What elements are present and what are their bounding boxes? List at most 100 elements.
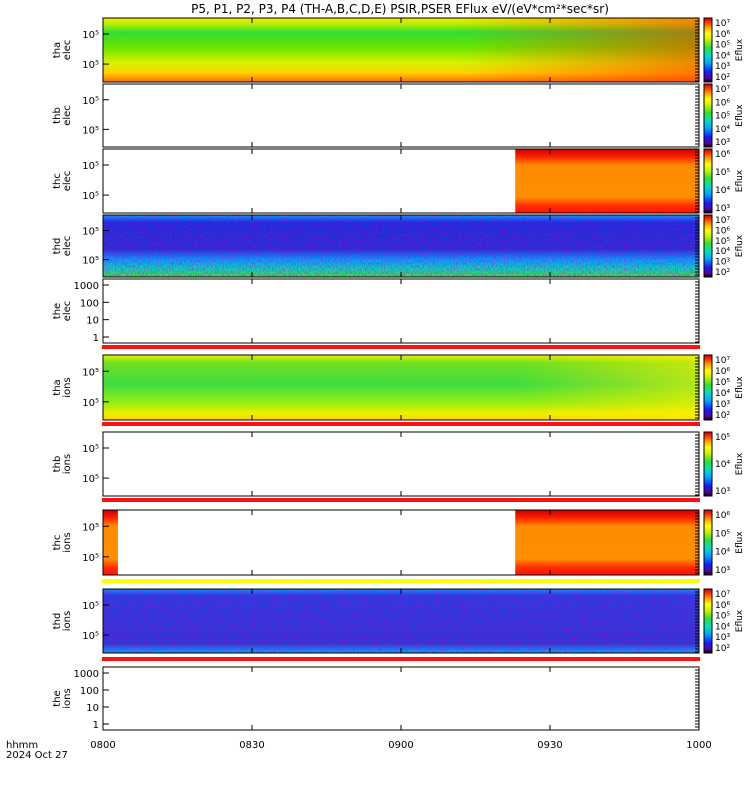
colorbar-frame — [703, 431, 713, 497]
y-tick-label: 10⁵ — [82, 631, 99, 642]
panel-ylabel-tha-elec: tha — [52, 42, 63, 58]
colorbar-label: Eflux — [735, 609, 745, 632]
colorbar-tick-label: 10⁵ — [715, 237, 730, 247]
panel-ylabel-the-ions: the — [52, 690, 63, 706]
colorbar-tick-label: 10⁷ — [715, 19, 730, 29]
colorbar-tick-label: 10³ — [715, 400, 730, 410]
panel-frame-the-elec — [102, 278, 700, 344]
separator-bar-3 — [102, 579, 700, 583]
x-tick-0: 0800 — [90, 740, 115, 751]
colorbar-thb-ions — [704, 432, 712, 496]
panel-ylabel-thb-ions: ions — [62, 454, 73, 474]
colorbar-tick-label: 10⁷ — [715, 216, 730, 226]
x-axis: 0800 0830 0900 0930 1000 hhmm 2024 Oct 2… — [6, 740, 712, 761]
colorbar-tick-label: 10⁶ — [715, 511, 730, 521]
colorbar-tick-label: 10² — [715, 644, 730, 654]
y-tick-label: 10⁵ — [82, 60, 99, 71]
colorbar-tick-label: 10² — [715, 268, 730, 278]
spectrogram-shade-tha-ions — [103, 355, 699, 420]
colorbar-frame — [703, 214, 713, 278]
colorbar-thc-ions — [704, 510, 712, 575]
colorbar-thd-ions — [704, 589, 712, 653]
y-tick-label: 10⁵ — [82, 30, 99, 41]
y-tick-label: 100 — [80, 686, 99, 697]
colorbar-frame — [703, 509, 713, 576]
panel-frame-the-ions — [102, 666, 700, 731]
colorbar-tick-label: 10⁶ — [715, 30, 730, 40]
colorbar-label: Eflux — [735, 169, 745, 192]
colorbar-thd-elec — [704, 215, 712, 277]
y-tick-label: 10⁵ — [82, 125, 99, 136]
colorbar-frame — [703, 17, 713, 83]
panel-ylabel-tha-ions: tha — [52, 379, 63, 395]
colorbar-tick-label: 10⁵ — [715, 378, 730, 388]
panel-ylabel-thd-ions: thd — [52, 613, 63, 630]
y-tick-label: 1 — [93, 333, 99, 344]
panel-thc-elec: 10⁵ 10⁵ thc elec 10⁶ 10⁵ 10⁴ 10³ Eflux — [52, 148, 745, 214]
colorbar-tick-label: 10⁷ — [715, 85, 730, 95]
figure-title: P5, P1, P2, P3, P4 (TH-A,B,C,D,E) PSIR,P… — [191, 2, 609, 16]
panel-the-ions: 1000 100 10 1 the ions — [52, 666, 700, 731]
colorbar-tick-label: 10⁵ — [715, 168, 730, 178]
colorbar-tick-label: 10³ — [715, 633, 730, 643]
colorbar-label: Eflux — [735, 531, 745, 554]
separator-bar-0 — [102, 345, 700, 349]
panel-ylabel-thc-elec: thc — [52, 173, 63, 189]
y-tick-label: 10⁵ — [82, 522, 99, 533]
panel-ylabel-thd-elec: thd — [52, 238, 63, 255]
panel-ylabel-the-elec: the — [52, 303, 63, 319]
panel-thb-elec: 10⁵ 10⁵ thb elec 10⁷ 10⁶ 10⁵ 10⁴ 10³ Eflux — [52, 83, 745, 148]
panel-ylabel-the-ions: ions — [62, 688, 73, 708]
colorbar-tick-label: 10⁷ — [715, 356, 730, 366]
y-tick-label: 10⁵ — [82, 444, 99, 455]
y-tick-label: 10⁵ — [82, 161, 99, 172]
panel-the-elec: 1000 100 10 1 the elec — [52, 278, 700, 344]
colorbar-tick-label: 10⁴ — [715, 125, 730, 135]
x-tick-4: 1000 — [686, 740, 711, 751]
colorbar-tick-label: 10⁴ — [715, 460, 730, 470]
colorbar-tick-label: 10³ — [715, 138, 730, 148]
colorbar-tick-label: 10² — [715, 411, 730, 421]
y-tick-label: 1 — [93, 720, 99, 731]
x-tick-3: 0930 — [537, 740, 562, 751]
colorbar-frame — [703, 588, 713, 654]
colorbar-tick-label: 10⁴ — [715, 389, 730, 399]
panel-ylabel-thd-ions: ions — [62, 611, 73, 631]
panel-ylabel-thc-ions: thc — [52, 535, 63, 551]
colorbar-tick-label: 10² — [715, 73, 730, 83]
x-tick-2: 0900 — [388, 740, 413, 751]
colorbar-thc-elec — [704, 149, 712, 213]
panel-ylabel-thb-elec: elec — [62, 105, 73, 126]
colorbar-tick-label: 10⁴ — [715, 51, 730, 61]
panel-ylabel-tha-elec: elec — [62, 40, 73, 61]
colorbar-tick-label: 10⁶ — [715, 98, 730, 108]
panel-ylabel-the-elec: elec — [62, 301, 73, 322]
colorbar-tick-label: 10⁴ — [715, 186, 730, 196]
y-tick-label: 10⁵ — [82, 553, 99, 564]
y-tick-label: 10⁵ — [82, 601, 99, 612]
colorbar-tick-label: 10³ — [715, 204, 730, 214]
separator-bar-4 — [102, 657, 700, 661]
colorbar-tick-label: 10⁵ — [715, 112, 730, 122]
panel-frame-thb-ions — [102, 431, 700, 497]
colorbar-tick-label: 10⁴ — [715, 548, 730, 558]
colorbar-thb-elec — [704, 84, 712, 147]
colorbar-tick-label: 10³ — [715, 487, 730, 497]
panel-ylabel-thb-ions: thb — [52, 456, 63, 473]
y-tick-label: 10⁵ — [82, 367, 99, 378]
y-tick-label: 10⁵ — [82, 96, 99, 107]
colorbar-frame — [703, 83, 713, 148]
colorbar-tick-label: 10⁴ — [715, 247, 730, 257]
panel-ylabel-thd-elec: elec — [62, 236, 73, 257]
colorbar-label: Eflux — [735, 38, 745, 61]
spectrogram-noise-thd-elec — [103, 215, 699, 277]
spectrogram-thc-ions-seg0 — [103, 510, 118, 575]
y-tick-label: 1000 — [74, 669, 99, 680]
colorbar-tha-elec — [704, 18, 712, 82]
colorbar-tick-label: 10⁴ — [715, 622, 730, 632]
y-tick-label: 10⁵ — [82, 256, 99, 267]
